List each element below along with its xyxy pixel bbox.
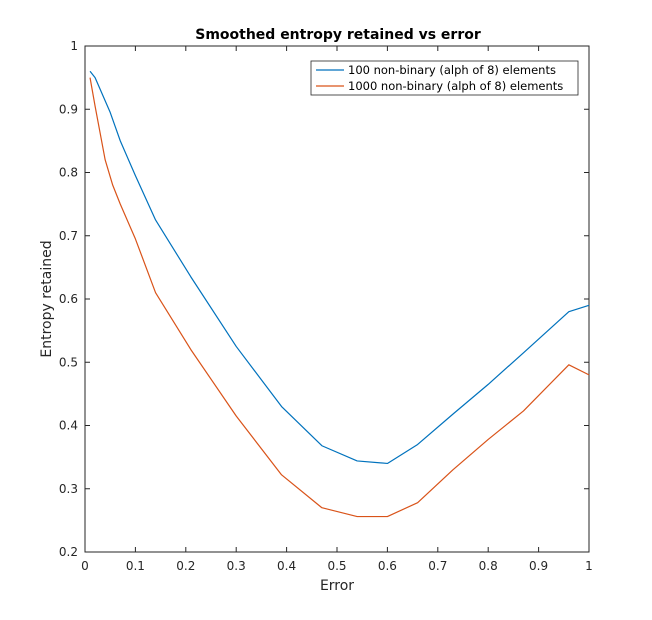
y-tick-label: 0.6	[59, 292, 78, 306]
plot-frame	[84, 45, 590, 553]
y-axis-label: Entropy retained	[39, 240, 55, 357]
y-tick-label: 0.5	[59, 355, 78, 369]
series-line-1	[89, 70, 590, 465]
x-tick-label: 0.4	[277, 559, 296, 573]
x-axis-label: Error	[320, 578, 354, 594]
x-tick-label: 0.3	[227, 559, 246, 573]
series-line-2	[89, 77, 590, 518]
x-tick-label: 0.2	[176, 559, 195, 573]
plot-area	[84, 45, 590, 553]
y-tick-label: 0.3	[59, 482, 78, 496]
y-tick-label: 0.7	[59, 229, 78, 243]
x-tick-label: 0.7	[428, 559, 447, 573]
y-tick-label: 0.4	[59, 419, 78, 433]
chart-title: Smoothed entropy retained vs error	[195, 27, 481, 43]
y-tick-label: 1	[70, 39, 78, 53]
x-tick-label: 0.1	[126, 559, 145, 573]
y-tick-label: 0.8	[59, 166, 78, 180]
axis-ticks: 0 0.1 0.2 0.3 0.4 0.5 0.6 0.7 0.8 0.9 1 0.2 0.3 0.4 0.…	[59, 39, 593, 573]
y-tick-label: 0.2	[59, 545, 78, 559]
legend-label-2: 1000 non-binary (alph of 8) elements	[348, 79, 563, 93]
x-tick-label: 0.6	[378, 559, 397, 573]
legend-box	[310, 60, 579, 96]
y-tick-label: 0.9	[59, 102, 78, 116]
legend: 100 non-binary (alph of 8) elements 1000 …	[310, 60, 579, 96]
x-tick-label: 1	[585, 559, 593, 573]
x-tick-label: 0.9	[529, 559, 548, 573]
x-tick-label: 0.8	[479, 559, 498, 573]
legend-label-1: 100 non-binary (alph of 8) elements	[348, 63, 556, 77]
x-tick-label: 0.5	[327, 559, 346, 573]
data-series	[89, 70, 590, 518]
x-tick-label: 0	[81, 559, 89, 573]
